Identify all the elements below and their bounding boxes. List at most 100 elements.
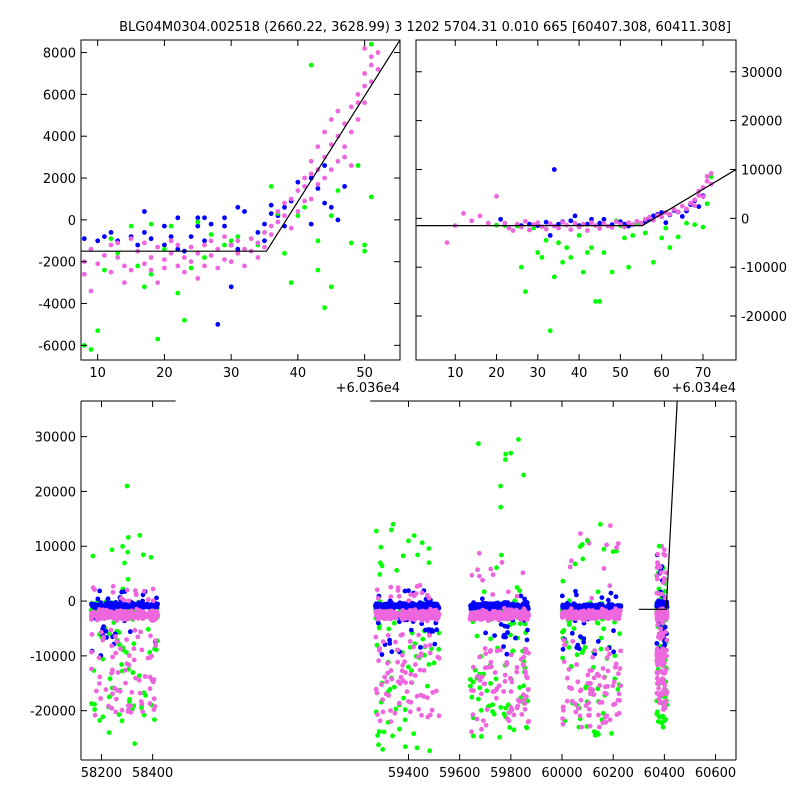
data-point-blue bbox=[335, 217, 341, 223]
data-point-magenta bbox=[433, 688, 439, 694]
data-point-magenta bbox=[499, 560, 505, 565]
data-point-green bbox=[148, 554, 154, 560]
data-point-blue bbox=[397, 604, 402, 610]
data-point-magenta bbox=[427, 642, 433, 648]
data-point-magenta bbox=[663, 629, 668, 635]
data-point-green bbox=[659, 720, 665, 726]
data-point-magenta bbox=[376, 658, 381, 664]
data-point-magenta bbox=[379, 682, 384, 687]
data-point-magenta bbox=[255, 240, 261, 246]
data-point-green bbox=[596, 732, 601, 737]
data-point-magenta bbox=[380, 697, 385, 702]
data-point-magenta bbox=[502, 220, 508, 226]
data-point-green bbox=[589, 245, 594, 251]
data-point-magenta bbox=[97, 674, 103, 680]
data-point-magenta bbox=[406, 598, 412, 604]
data-point-green bbox=[420, 636, 426, 642]
data-point-blue bbox=[525, 627, 530, 633]
data-point-magenta bbox=[479, 674, 485, 680]
data-point-magenta bbox=[202, 263, 207, 269]
data-point-blue bbox=[551, 167, 557, 172]
data-point-green bbox=[282, 250, 287, 256]
data-point-magenta bbox=[588, 681, 593, 686]
data-point-green bbox=[106, 694, 112, 700]
data-point-blue bbox=[654, 641, 660, 646]
data-point-green bbox=[380, 747, 386, 752]
data-point-magenta bbox=[128, 267, 134, 273]
data-point-magenta bbox=[521, 654, 527, 660]
data-point-green bbox=[560, 259, 565, 265]
data-point-green bbox=[391, 620, 397, 626]
data-point-magenta bbox=[592, 616, 598, 622]
data-point-blue bbox=[108, 230, 114, 235]
data-point-blue bbox=[560, 605, 566, 611]
data-point-green bbox=[543, 237, 549, 243]
data-point-magenta bbox=[110, 589, 116, 595]
panel-bottom: 58200 58400 59400 59600 59800 60000 60200 60400… bbox=[30, 400, 737, 781]
data-point-magenta bbox=[102, 253, 107, 258]
data-point-green bbox=[521, 683, 527, 689]
data-point-magenta bbox=[145, 597, 151, 602]
y-tick-label: 10000 bbox=[741, 163, 782, 178]
data-point-green bbox=[335, 188, 341, 194]
data-point-magenta bbox=[606, 611, 611, 617]
data-point-magenta bbox=[658, 570, 664, 575]
data-point-magenta bbox=[488, 566, 494, 572]
data-point-green bbox=[660, 724, 666, 730]
data-point-green bbox=[393, 706, 399, 712]
data-point-magenta bbox=[662, 687, 667, 693]
data-point-magenta bbox=[380, 613, 386, 618]
data-point-magenta bbox=[519, 712, 525, 717]
data-point-magenta bbox=[382, 609, 388, 614]
data-point-magenta bbox=[335, 158, 341, 164]
model-line bbox=[638, 401, 678, 610]
data-point-blue bbox=[202, 238, 207, 244]
data-point-magenta bbox=[490, 592, 496, 597]
data-point-blue bbox=[215, 322, 221, 327]
x-tick-label: 20 bbox=[488, 366, 505, 381]
data-point-magenta bbox=[153, 643, 159, 648]
data-point-magenta bbox=[646, 214, 652, 220]
data-point-green bbox=[585, 250, 590, 255]
data-point-magenta bbox=[428, 606, 433, 612]
x-tick-label: 50 bbox=[612, 366, 629, 381]
data-point-green bbox=[397, 726, 402, 732]
data-point-magenta bbox=[133, 592, 139, 598]
data-point-magenta bbox=[515, 697, 521, 703]
data-point-green bbox=[597, 299, 603, 304]
data-point-magenta bbox=[704, 178, 710, 184]
data-point-magenta bbox=[604, 646, 610, 652]
data-point-magenta bbox=[525, 687, 531, 692]
data-point-magenta bbox=[355, 92, 361, 97]
data-point-magenta bbox=[377, 718, 383, 724]
data-point-magenta bbox=[228, 259, 234, 265]
data-point-magenta bbox=[526, 613, 532, 618]
axes-frame bbox=[415, 39, 737, 361]
x-tick-label: 10 bbox=[447, 366, 464, 381]
data-point-magenta bbox=[398, 632, 404, 638]
data-point-magenta bbox=[469, 572, 475, 578]
data-point-magenta bbox=[419, 712, 424, 718]
data-point-magenta bbox=[348, 129, 354, 135]
data-point-green bbox=[401, 695, 406, 701]
data-point-magenta bbox=[607, 651, 612, 657]
data-point-green bbox=[362, 242, 367, 248]
data-point-green bbox=[208, 232, 214, 237]
data-point-magenta bbox=[492, 670, 498, 675]
data-point-magenta bbox=[411, 644, 416, 650]
data-point-green bbox=[139, 705, 144, 711]
data-point-magenta bbox=[142, 240, 147, 246]
data-point-magenta bbox=[654, 576, 660, 582]
data-point-green bbox=[394, 567, 400, 573]
data-point-blue bbox=[599, 595, 605, 600]
data-point-magenta bbox=[591, 610, 596, 616]
data-point-green bbox=[142, 284, 147, 290]
data-point-magenta bbox=[577, 613, 582, 619]
data-point-blue bbox=[112, 602, 118, 607]
data-point-magenta bbox=[348, 163, 354, 168]
data-point-magenta bbox=[388, 594, 394, 599]
data-point-magenta bbox=[657, 564, 663, 570]
data-point-magenta bbox=[419, 590, 425, 596]
data-point-magenta bbox=[362, 83, 367, 89]
data-point-magenta bbox=[642, 216, 648, 222]
